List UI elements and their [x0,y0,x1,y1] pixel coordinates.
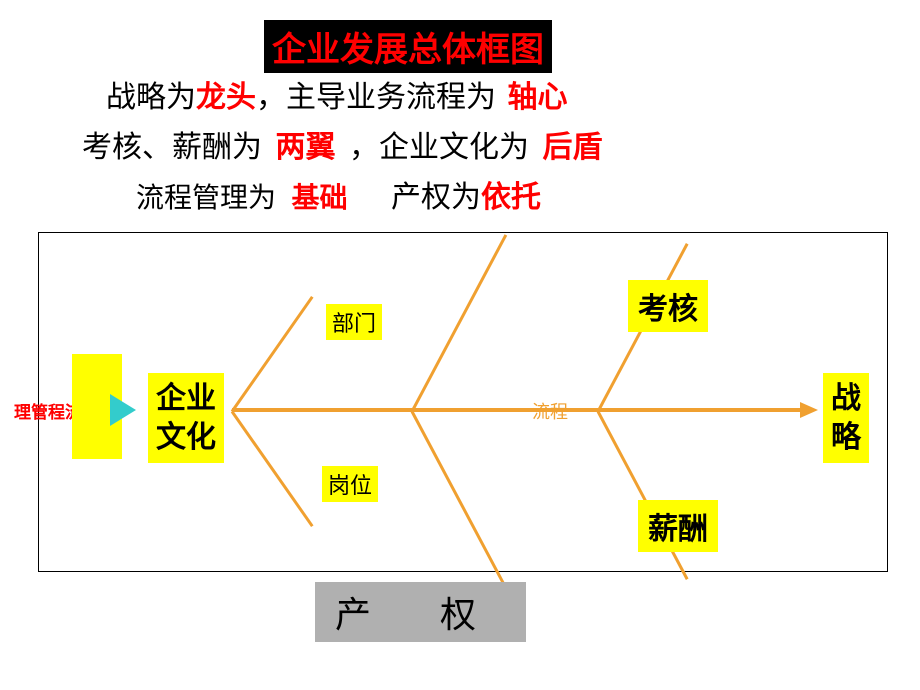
label-post: 岗位 [322,466,378,502]
property-box: 产 权 [315,582,526,642]
entry-arrow-icon [110,394,136,426]
node-culture: 企业 文化 [148,373,224,463]
subtitle-line-1: 战略为龙头，主导业务流程为 轴心 [106,72,568,116]
fishbone-spine [232,408,802,412]
label-flow: 流程 [532,398,568,424]
spine-arrowhead-icon [800,402,818,418]
label-salary: 薪酬 [638,500,718,552]
label-assess: 考核 [628,280,708,332]
subtitle-line-2: 考核、薪酬为 两翼 ，企业文化为 后盾 [82,122,603,166]
node-strategy: 战 略 [823,373,869,463]
label-dept: 部门 [326,304,382,340]
subtitle-line-3: 流程管理为 基础 产权为依托 [136,172,541,216]
page-title: 企业发展总体框图 [264,20,552,73]
